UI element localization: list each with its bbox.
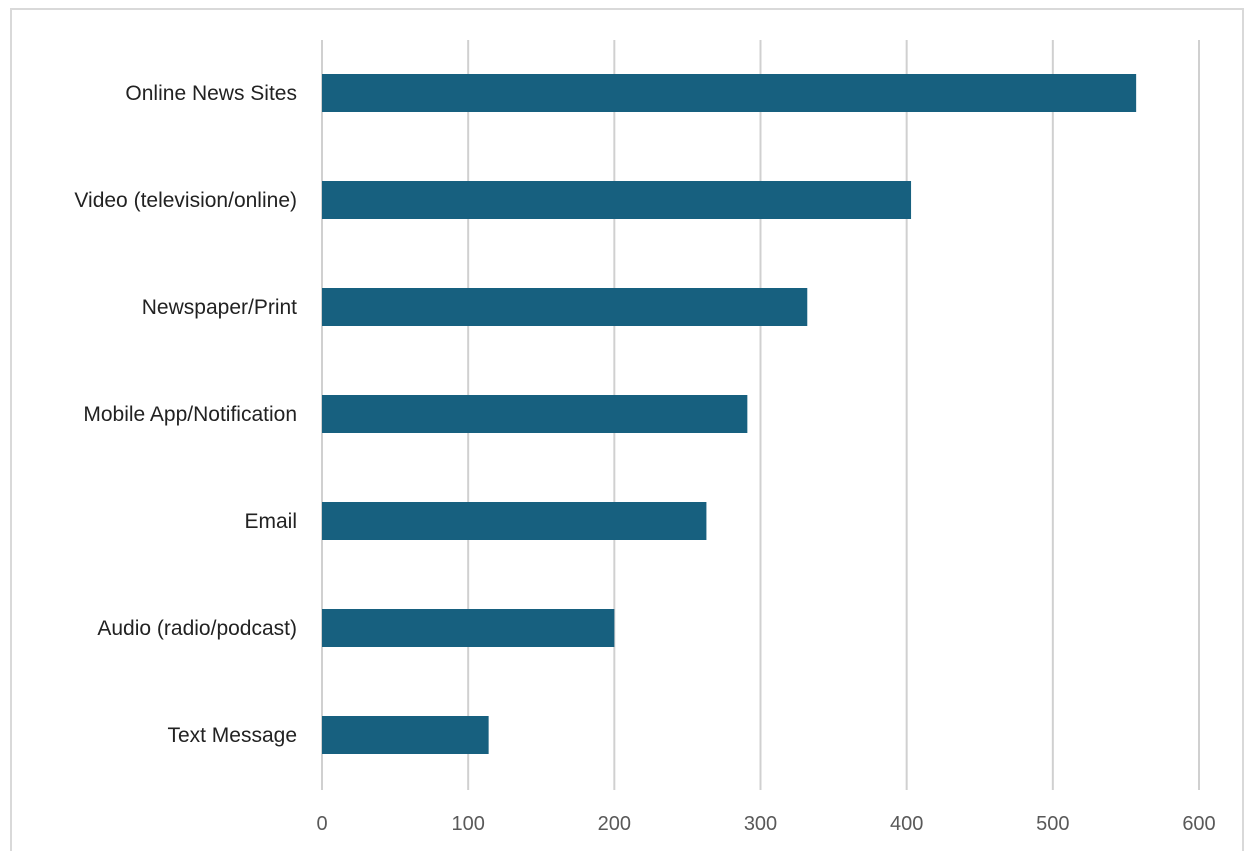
category-label-newspaper-print: Newspaper/Print (142, 296, 297, 319)
bar-newspaper-print (322, 288, 808, 326)
x-tick-label-0: 0 (316, 813, 327, 835)
x-tick-label-500: 500 (1036, 813, 1069, 835)
category-labels: Online News Sites Video (television/onlin… (74, 82, 297, 747)
bar-audio-radio-podcast (322, 609, 615, 647)
bar-email (322, 502, 707, 540)
x-tick-label-200: 200 (598, 813, 631, 835)
bar-text-message (322, 716, 489, 754)
bars (322, 74, 1137, 754)
x-tick-label-100: 100 (451, 813, 484, 835)
x-tick-label-600: 600 (1182, 813, 1215, 835)
bar-video-television-online (322, 181, 912, 219)
category-label-text-message: Text Message (167, 724, 297, 747)
category-label-mobile-app-notification: Mobile App/Notification (83, 403, 297, 426)
x-tick-label-300: 300 (744, 813, 777, 835)
category-label-email: Email (244, 510, 297, 533)
x-tick-label-400: 400 (890, 813, 923, 835)
category-label-video-television-online: Video (television/online) (74, 189, 297, 212)
bar-mobile-app-notification (322, 395, 748, 433)
category-label-online-news-sites: Online News Sites (125, 82, 297, 105)
category-label-audio-radio-podcast: Audio (radio/podcast) (97, 617, 297, 640)
bar-online-news-sites (322, 74, 1137, 112)
x-axis-tick-labels: 0 100 200 300 400 500 600 (316, 813, 1215, 835)
